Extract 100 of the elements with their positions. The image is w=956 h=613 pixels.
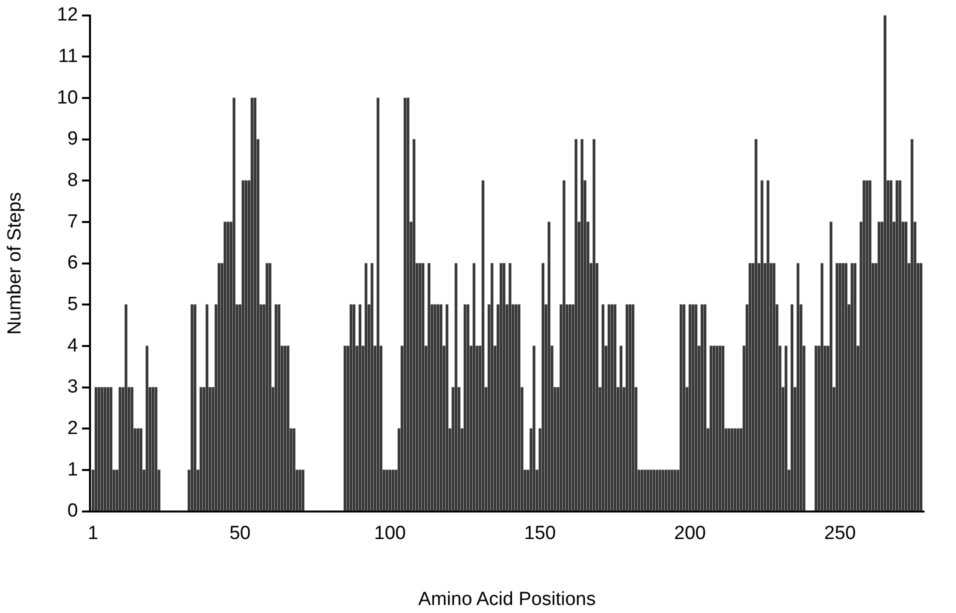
bar (194, 304, 196, 511)
bar (548, 222, 550, 511)
bar (406, 98, 410, 511)
bar (106, 387, 110, 511)
bar (842, 263, 844, 511)
bar (580, 139, 584, 511)
bar (574, 139, 578, 511)
bar (532, 346, 536, 511)
bar (760, 180, 764, 511)
x-tick-label: 100 (374, 523, 406, 544)
bar (446, 304, 448, 511)
bar (386, 470, 388, 511)
bar (866, 180, 868, 511)
y-tick-label: 9 (67, 128, 78, 150)
y-tick-label: 12 (56, 4, 78, 26)
bar (850, 263, 854, 511)
bar (694, 304, 698, 511)
bar (224, 222, 226, 511)
bar (592, 139, 596, 511)
bar (472, 263, 476, 511)
bar (254, 98, 256, 511)
bar (244, 180, 248, 511)
bar (428, 263, 430, 511)
y-tick-label: 2 (67, 418, 78, 439)
bar (100, 387, 104, 511)
bar (352, 304, 356, 511)
x-tick-label: 200 (674, 523, 706, 544)
y-tick-label: 6 (67, 252, 78, 274)
bar (682, 304, 686, 511)
bar (890, 180, 892, 511)
bar (514, 304, 518, 511)
bar (704, 304, 706, 511)
bar (904, 222, 908, 511)
bar (298, 470, 302, 511)
bar (602, 304, 604, 511)
bar (404, 98, 406, 511)
y-tick-label: 1 (67, 459, 78, 480)
bar (242, 180, 244, 511)
bar (418, 263, 422, 511)
bar (98, 387, 100, 511)
bar (502, 263, 506, 511)
bar (286, 346, 290, 511)
bar (910, 139, 914, 511)
bar (392, 470, 394, 511)
bar (836, 263, 838, 511)
bar (434, 304, 436, 511)
bar (896, 180, 898, 511)
bar (644, 470, 646, 511)
bar (568, 304, 572, 511)
bar (370, 263, 374, 511)
bar (664, 470, 668, 511)
bar (884, 15, 886, 511)
bar (266, 263, 268, 511)
bar (898, 180, 902, 511)
bar (490, 263, 494, 511)
y-tick-label: 0 (67, 500, 78, 522)
bar (844, 263, 848, 511)
bar (358, 304, 362, 511)
bar (838, 263, 842, 511)
bar (226, 222, 230, 511)
bar (364, 263, 368, 511)
bar (728, 428, 730, 511)
bar (562, 180, 566, 511)
y-tick-label: 7 (67, 211, 78, 232)
bar (190, 304, 194, 511)
bar (710, 346, 712, 511)
bar (154, 387, 158, 511)
bar (500, 263, 502, 511)
bar (130, 387, 134, 511)
bar (152, 387, 154, 511)
bar (610, 304, 614, 511)
bar (796, 263, 800, 511)
y-tick-label: 11 (58, 46, 78, 67)
bar (94, 387, 98, 511)
bar (440, 304, 442, 511)
bar (464, 304, 466, 511)
bar (268, 263, 272, 511)
bar (646, 470, 650, 511)
bar (790, 304, 794, 511)
bar (814, 346, 818, 511)
x-tick-label: 250 (824, 523, 856, 544)
bar (412, 139, 416, 511)
bar (232, 98, 236, 511)
bar (146, 346, 148, 511)
y-tick-label: 4 (67, 335, 78, 356)
bar (104, 387, 106, 511)
bar (466, 304, 470, 511)
bar (436, 304, 440, 511)
y-tick-label: 5 (67, 294, 78, 315)
bar (772, 263, 776, 511)
bar (716, 346, 718, 511)
bar (344, 346, 346, 511)
bar (674, 470, 676, 511)
bar (692, 304, 694, 511)
bar (632, 304, 634, 511)
bar (640, 470, 644, 511)
bar (668, 470, 670, 511)
x-tick-label: 50 (229, 523, 251, 544)
bar (542, 263, 544, 511)
x-tick-label: 150 (524, 523, 556, 544)
